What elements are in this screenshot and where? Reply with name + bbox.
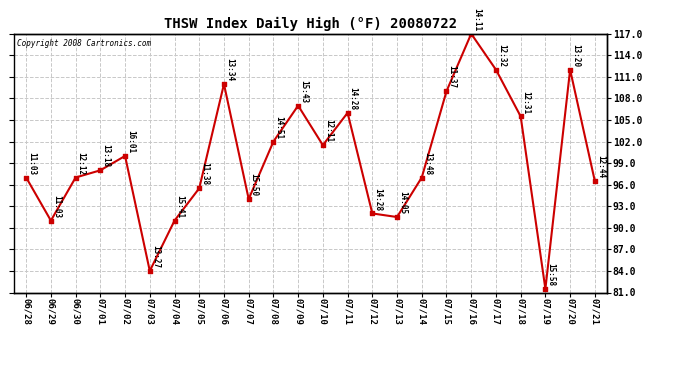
Text: 13:20: 13:20 — [571, 44, 580, 67]
Point — [540, 286, 551, 292]
Point — [416, 174, 427, 180]
Point — [515, 113, 526, 119]
Text: 16:01: 16:01 — [126, 130, 135, 153]
Text: 12:32: 12:32 — [497, 44, 506, 67]
Text: 15:43: 15:43 — [299, 80, 308, 103]
Point — [441, 88, 452, 94]
Point — [268, 139, 279, 145]
Point — [144, 268, 155, 274]
Text: 11:38: 11:38 — [200, 162, 209, 186]
Text: 14:28: 14:28 — [348, 87, 357, 110]
Text: 12:12: 12:12 — [77, 152, 86, 175]
Point — [95, 167, 106, 173]
Point — [194, 185, 205, 191]
Point — [491, 67, 502, 73]
Text: 14:05: 14:05 — [398, 191, 407, 214]
Point — [21, 174, 32, 180]
Point — [169, 217, 180, 223]
Text: 11:03: 11:03 — [27, 152, 36, 175]
Point — [466, 31, 477, 37]
Text: 15:58: 15:58 — [546, 263, 555, 286]
Text: 12:11: 12:11 — [324, 119, 333, 142]
Text: 14:28: 14:28 — [373, 188, 382, 211]
Text: 12:31: 12:31 — [522, 90, 531, 114]
Title: THSW Index Daily High (°F) 20080722: THSW Index Daily High (°F) 20080722 — [164, 17, 457, 31]
Text: 14:51: 14:51 — [275, 116, 284, 139]
Text: 13:18: 13:18 — [101, 144, 110, 168]
Text: 13:34: 13:34 — [225, 58, 234, 81]
Text: 15:41: 15:41 — [175, 195, 184, 218]
Point — [589, 178, 600, 184]
Point — [342, 110, 353, 116]
Text: 14:11: 14:11 — [472, 8, 481, 31]
Point — [391, 214, 402, 220]
Point — [70, 174, 81, 180]
Text: 13:48: 13:48 — [423, 152, 432, 175]
Text: 11:03: 11:03 — [52, 195, 61, 218]
Text: 13:27: 13:27 — [151, 245, 160, 268]
Point — [564, 67, 575, 73]
Point — [243, 196, 254, 202]
Text: 12:44: 12:44 — [596, 155, 605, 178]
Text: 15:50: 15:50 — [250, 173, 259, 196]
Point — [46, 217, 57, 223]
Point — [367, 210, 378, 216]
Point — [317, 142, 328, 148]
Point — [119, 153, 130, 159]
Point — [293, 103, 304, 109]
Text: Copyright 2008 Cartronics.com: Copyright 2008 Cartronics.com — [17, 39, 151, 48]
Text: 11:37: 11:37 — [448, 65, 457, 88]
Point — [219, 81, 230, 87]
